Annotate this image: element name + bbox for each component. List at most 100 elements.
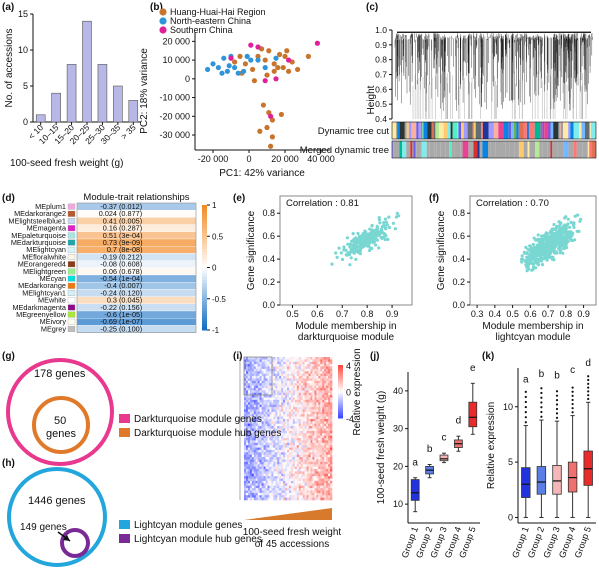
heatmap-cell (255, 383, 258, 386)
heatmap-cell (314, 359, 317, 363)
heatmap-cell (267, 361, 270, 365)
heatmap-cell (292, 383, 296, 386)
heatmap-cell (328, 380, 331, 384)
heatmap-cell (292, 376, 296, 379)
heatmap-cell (261, 373, 264, 377)
heatmap-cell (324, 378, 327, 382)
heatmap-cell (249, 364, 253, 367)
heatmap-cell (275, 383, 278, 386)
heatmap-cell (294, 357, 298, 360)
y-tick-label: 0.6 (375, 84, 387, 94)
module-label: MEwhite (38, 296, 66, 305)
data-point (372, 238, 376, 242)
heatmap-cell (267, 385, 270, 389)
heatmap-cell (302, 380, 305, 384)
colorbar-segment (202, 305, 207, 309)
correlation-value-label: 0.3 (107, 296, 117, 305)
data-point (250, 66, 256, 73)
heatmap-cell (328, 378, 331, 382)
heatmap-cell (265, 359, 268, 363)
heatmap-cell (289, 385, 292, 389)
data-point (565, 245, 569, 250)
heatmap-cell (265, 373, 268, 377)
data-point (345, 236, 349, 240)
heatmap-cell (302, 357, 305, 360)
heatmap-cell (316, 371, 319, 374)
heatmap-cell (292, 366, 296, 370)
data-point (271, 61, 277, 67)
module-color-bar-segment (535, 141, 540, 158)
colorbar-segment (202, 220, 207, 225)
heatmap-cell (290, 361, 294, 365)
heatmap-cell (247, 380, 251, 384)
heatmap-cell (263, 357, 266, 360)
heatmap-cell (306, 357, 309, 360)
heatmap-cell (312, 373, 315, 377)
heatmap-cell (259, 364, 262, 367)
y-axis-label: No. of accessions (4, 29, 15, 108)
data-point (557, 220, 561, 224)
module-color-bar-segment (411, 122, 417, 139)
heatmap-cell (275, 371, 278, 374)
module-color-bar-segment (511, 122, 514, 139)
data-point (564, 239, 568, 243)
data-point (549, 235, 553, 239)
module-color-bar-segment (463, 122, 468, 139)
module-color-bar-segment (514, 141, 519, 158)
data-point (530, 268, 534, 272)
heatmap-cell (320, 383, 323, 386)
data-point (383, 232, 387, 236)
heatmap-cell (281, 378, 284, 382)
heatmap-cell (314, 368, 317, 372)
heatmap-cell (271, 380, 274, 384)
heatmap-cell (285, 368, 288, 372)
data-point (569, 235, 573, 239)
heatmap-cell (310, 361, 313, 365)
heatmap-cell (287, 380, 290, 384)
module-color-bar-segment (518, 122, 524, 139)
heatmap-cell (314, 371, 317, 374)
heatmap-cell (247, 368, 251, 372)
data-point (377, 230, 381, 234)
y-tick-label: 0.4 (452, 254, 465, 264)
heatmap-cell (294, 380, 298, 384)
heatmap-cell (244, 380, 247, 384)
panel-label-c: (c) (366, 2, 379, 13)
heatmap-cell (279, 388, 282, 391)
heatmap-cell (300, 380, 303, 384)
heatmap-cell (281, 380, 284, 384)
heatmap-cell (324, 357, 327, 360)
module-color-bar-segment (518, 141, 524, 158)
data-point (354, 257, 358, 261)
heatmap-cell (298, 366, 302, 370)
heatmap-cell (289, 357, 292, 360)
colorbar-tick-label: -1 (212, 326, 220, 335)
heatmap-cell (310, 364, 313, 367)
heatmap-cell (304, 373, 307, 377)
heatmap-cell (292, 357, 296, 360)
data-point (286, 57, 292, 63)
data-point (520, 254, 524, 258)
heatmap-cell (302, 361, 305, 365)
module-color-bar-segment (416, 141, 421, 158)
heatmap-cell (259, 388, 262, 391)
module-color-bar-segment (529, 141, 536, 158)
heatmap-cell (308, 359, 311, 363)
module-color-bar-segment (513, 122, 517, 139)
heatmap-cell (296, 368, 300, 372)
heatmap-cell (275, 385, 278, 389)
p-value-label: (0.045) (119, 296, 142, 305)
heatmap-cell (324, 380, 327, 384)
y-tick-label: 15 (18, 9, 28, 19)
heatmap-cell (246, 388, 249, 391)
module-label: MEdarkmagenta (12, 303, 66, 312)
heatmap-cell (296, 371, 300, 374)
y-tick-label: -10 000 (159, 93, 190, 103)
heatmap-cell (249, 359, 253, 363)
x-tick-label: 0.3 (471, 309, 484, 319)
module-label: MEcyan (40, 274, 66, 283)
module-color-bar-segment (490, 141, 496, 158)
heatmap-cell (314, 361, 317, 365)
p-value-label: (8e-08) (119, 245, 143, 254)
